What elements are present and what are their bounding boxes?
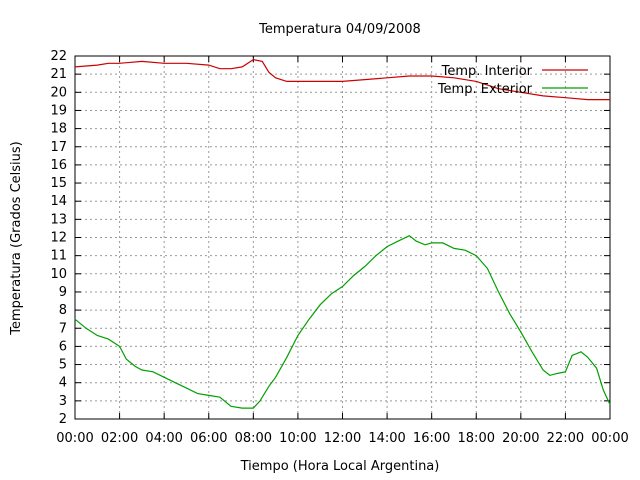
y-tick-label: 7 [59,321,67,336]
y-tick-label: 17 [50,140,67,155]
y-tick-label: 20 [50,85,67,100]
y-tick-label: 21 [50,67,67,82]
x-tick-label: 14:00 [368,431,405,446]
x-tick-label: 18:00 [458,431,495,446]
y-tick-label: 9 [59,285,67,300]
legend-label: Temp. Interior [441,64,533,79]
y-tick-label: 8 [59,303,67,318]
grid-lines [74,55,611,420]
plot-frame [74,55,611,420]
x-tick-label: 02:00 [101,431,138,446]
x-tick-label: 04:00 [145,431,182,446]
y-tick-label: 10 [50,267,67,282]
y-tick-label: 3 [59,394,67,409]
y-tick-label: 22 [50,49,67,64]
x-tick-labels: 00:00 02:00 04:00 06:00 08:00 10:00 12:00 14:00… [56,431,628,446]
y-tick-label: 12 [50,231,67,246]
legend: Temp. Interior Temp. Exterior [437,64,588,97]
y-tick-label: 5 [59,358,67,373]
x-tick-label: 10:00 [279,431,316,446]
y-tick-label: 18 [50,122,67,137]
x-axis-label: Tiempo (Hora Local Argentina) [240,459,440,474]
x-tick-label: 00:00 [56,431,93,446]
x-tick-label: 16:00 [413,431,450,446]
x-tick-label: 22:00 [547,431,584,446]
y-tick-label: 4 [59,376,67,391]
legend-label: Temp. Exterior [437,82,533,97]
y-axis-label: Temperatura (Grados Celsius) [9,141,24,335]
series-line-interior [74,58,610,101]
series-line-exterior [74,234,611,409]
y-tick-label: 16 [50,158,67,173]
x-tick-label: 06:00 [190,431,227,446]
x-tick-label: 12:00 [324,431,361,446]
series-lines [74,58,611,409]
y-tick-label: 14 [50,194,67,209]
x-tick-label: 00:00 [591,431,628,446]
x-tick-label: 08:00 [235,431,272,446]
x-tick-label: 20:00 [502,431,539,446]
y-tick-label: 6 [59,339,67,354]
y-tick-label: 13 [50,212,67,227]
y-tick-labels: 2 3 4 5 6 7 8 9 10 11 12 13 14 15 16 17 18 19 20 21 22 [50,49,67,427]
y-tick-label: 11 [50,249,67,264]
y-tick-label: 2 [59,412,67,427]
chart-title: Temperatura 04/09/2008 [258,22,421,37]
y-tick-label: 15 [50,176,67,191]
y-tick-label: 19 [50,103,67,118]
